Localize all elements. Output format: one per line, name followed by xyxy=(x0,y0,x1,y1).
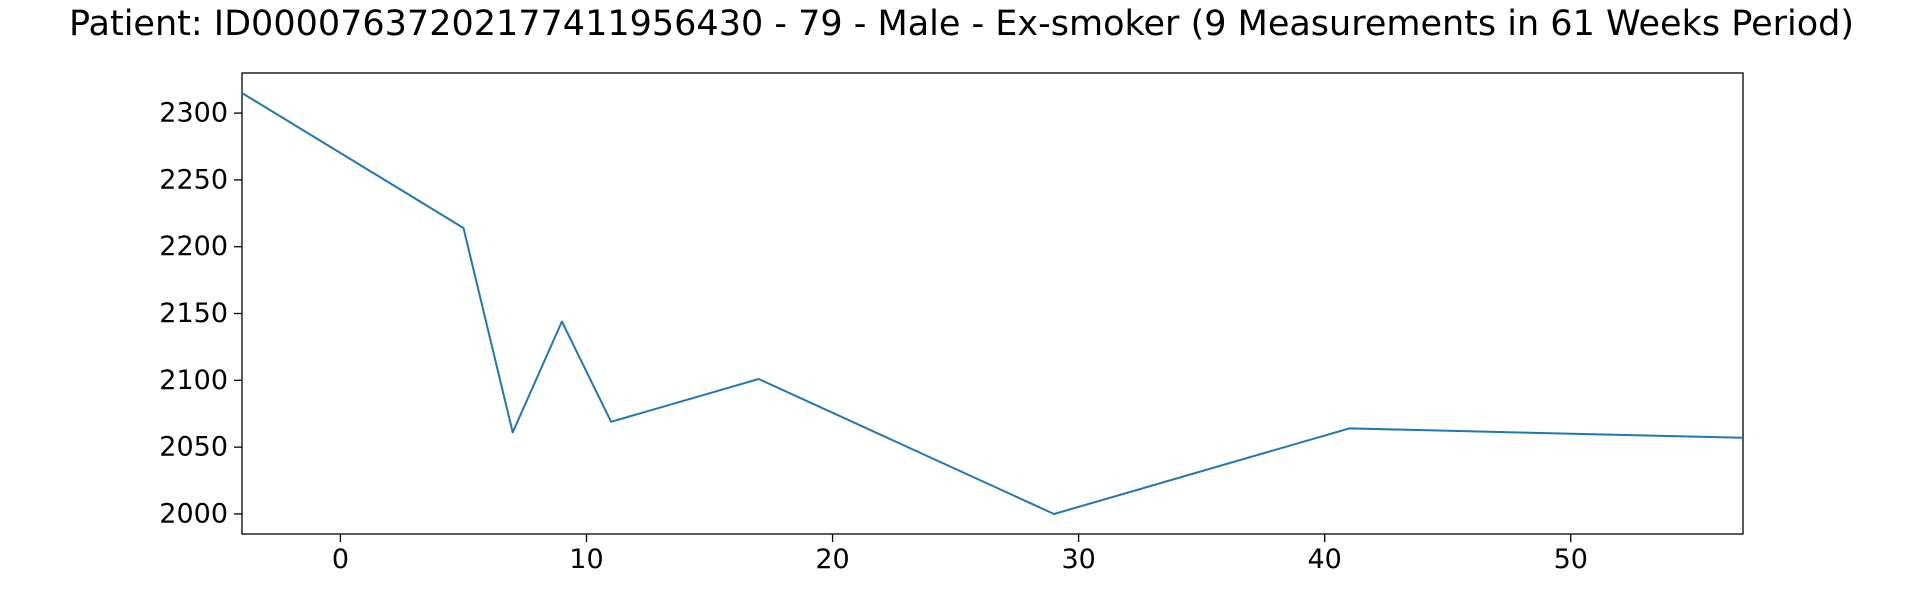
series-layer xyxy=(241,92,1744,515)
plot-area-frame xyxy=(241,72,1744,535)
series-line xyxy=(241,92,1744,515)
x-tick-label: 0 xyxy=(332,544,349,575)
y-tick-label: 2000 xyxy=(159,498,228,529)
x-tick-label: 20 xyxy=(815,544,849,575)
x-tick-label: 40 xyxy=(1308,544,1342,575)
x-tick-label: 50 xyxy=(1554,544,1588,575)
y-tick-label: 2100 xyxy=(159,365,228,396)
y-axis: 2000 2050 2100 2150 2200 2250 2300 xyxy=(159,98,242,529)
x-tick-label: 10 xyxy=(569,544,603,575)
y-tick-label: 2050 xyxy=(159,432,228,463)
y-tick-label: 2200 xyxy=(159,231,228,262)
y-tick-label: 2250 xyxy=(159,164,228,195)
y-tick-label: 2150 xyxy=(159,298,228,329)
x-axis: 0 10 20 30 40 50 xyxy=(332,534,1588,575)
y-tick-label: 2300 xyxy=(159,98,228,129)
chart-title: Patient: ID00007637202177411956430 - 79 … xyxy=(69,4,1854,44)
x-tick-label: 30 xyxy=(1061,544,1095,575)
